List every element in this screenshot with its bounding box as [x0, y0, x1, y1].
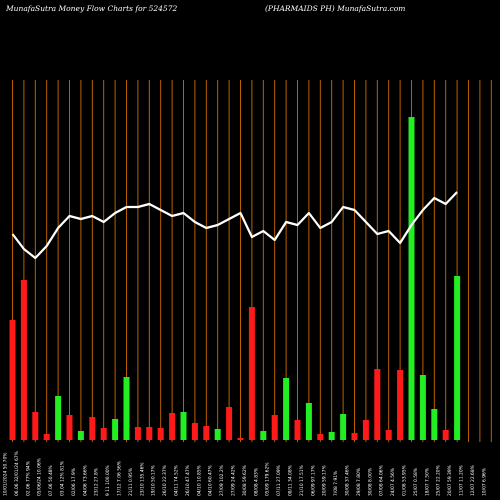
- bar: [408, 117, 415, 440]
- x-tick-label: 08/11 34.08%: [288, 465, 294, 496]
- x-tick-label: 10/01/2024 50.70%: [3, 453, 9, 496]
- x-tick-label: 03.04 12% 81%: [60, 461, 66, 496]
- x-tick-label: 08/08 4.83%: [253, 468, 259, 496]
- bar: [226, 407, 233, 440]
- x-tick-label: 11/07 11.20%: [459, 465, 465, 496]
- x-tick-label: 19/10 50.17%: [151, 465, 157, 496]
- bar: [214, 429, 221, 440]
- bar: [328, 432, 335, 440]
- bar: [146, 427, 153, 440]
- bar: [9, 320, 16, 440]
- x-tick-label: 06/09 97.17%: [310, 465, 316, 496]
- x-tick-label: 10/07 6.96%: [481, 468, 487, 496]
- bar: [180, 412, 187, 440]
- bar: [237, 438, 244, 440]
- bar: [248, 307, 255, 440]
- bar: [100, 428, 107, 440]
- bar: [271, 415, 278, 440]
- bar: [385, 430, 392, 440]
- bar: [294, 420, 301, 440]
- bar: [43, 434, 50, 440]
- bar: [283, 378, 290, 440]
- x-tick-label: 23/12 27.8%: [94, 468, 100, 496]
- x-tick-label: 25/07 0.58%: [413, 468, 419, 496]
- bar: [442, 430, 449, 440]
- bar: [55, 396, 62, 440]
- bar: [260, 431, 267, 440]
- bar: [305, 403, 312, 440]
- x-tick-label: 12/07 22.68%: [470, 465, 476, 496]
- x-tick-label: 27/09 102.2%: [219, 465, 225, 496]
- x-tick-label: 04/11 74.52%: [174, 465, 180, 496]
- x-tick-label: 02/06 17.9%: [71, 468, 77, 496]
- bar: [374, 369, 381, 440]
- x-tick-label: 07/11 27.09%: [276, 465, 282, 496]
- bar: [419, 375, 426, 440]
- x-tick-label: 26/10 47.47%: [185, 465, 191, 496]
- x-tick-label: 9 11 100.00%: [105, 465, 111, 496]
- x-tick-label: 06.06 32/01/24 67%: [14, 451, 20, 496]
- x-tick-label: 29/08 7.80%: [356, 468, 362, 496]
- x-tick-label: 20/09 59.17%: [322, 465, 328, 496]
- x-tick-label: 04/06 73.66%: [82, 465, 88, 496]
- bar: [112, 419, 119, 440]
- bar: [20, 280, 27, 440]
- bar: [340, 414, 347, 440]
- bar: [191, 423, 198, 440]
- x-tick-label: 04/10 10.85%: [196, 465, 202, 496]
- x-tick-label: 30/08 59.62%: [242, 465, 248, 496]
- x-tick-label: 17/12 7.06 56%: [117, 461, 123, 496]
- bar: [169, 413, 176, 440]
- x-tick-label: 04/10 60.47%: [208, 465, 214, 496]
- x-tick-label: 07/08 64.06%: [379, 465, 385, 496]
- x-tick-label: 05/09 179.62%: [265, 462, 271, 496]
- money-flow-line: [11, 191, 458, 260]
- x-tick-label: 23/10 135.46%: [139, 462, 145, 496]
- x-tick-label: 7/08 7.91%: [333, 471, 339, 496]
- chart-title: MunafaSutra Money Flow Charts for 524572: [6, 4, 178, 13]
- bar: [66, 415, 73, 440]
- x-tick-label: 20/07 59.39%: [447, 465, 453, 496]
- x-tick-label: 24/07 4.56%: [390, 468, 396, 496]
- x-tick-label: 21/11 0.95%: [128, 468, 134, 496]
- bar: [351, 433, 358, 440]
- bar: [89, 417, 96, 440]
- bar: [397, 370, 404, 440]
- bar: [157, 428, 164, 440]
- bar: [454, 276, 461, 440]
- x-tick-label: 30/08 8.00%: [367, 468, 373, 496]
- chart-subtitle: (PHARMAIDS PH) MunafaSutra.com: [265, 4, 406, 13]
- x-tick-label: 01/08 53.95%: [402, 465, 408, 496]
- bar: [317, 434, 324, 440]
- bar: [123, 377, 130, 440]
- x-tick-label: 27/09 24.42%: [231, 465, 237, 496]
- bar: [203, 426, 210, 440]
- bar: [431, 409, 438, 440]
- x-tick-label: 21/10 17.51%: [299, 465, 305, 496]
- bar: [77, 431, 84, 440]
- x-tick-label: 05/06/24 10.06%: [37, 458, 43, 496]
- x-tick-label: 18/07 7.50%: [424, 468, 430, 496]
- x-tick-label: 25/07 22.20%: [436, 465, 442, 496]
- x-tick-label: 07.06 50.48%: [48, 465, 54, 496]
- x-tick-label: 26/10 22.37%: [162, 465, 168, 496]
- bar: [362, 420, 369, 440]
- bar: [134, 427, 141, 440]
- bar: [32, 412, 39, 440]
- x-tick-label: 02.06 77% 94%: [25, 461, 31, 496]
- x-tick-label: 30/08 37.46%: [345, 465, 351, 496]
